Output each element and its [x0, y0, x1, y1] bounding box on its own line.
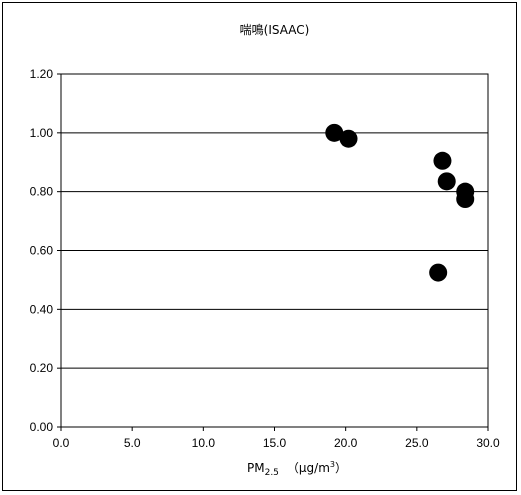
- y-tick-label: 0.80: [30, 185, 54, 199]
- data-point: [437, 172, 456, 191]
- x-axis-label-unit-suffix: ）: [335, 461, 347, 475]
- x-tick-label: 0.0: [53, 436, 70, 450]
- chart-title: 喘鳴(ISAAC): [240, 23, 310, 37]
- x-axis-label-subscript: 2.5: [265, 468, 279, 478]
- x-tick-label: 25.0: [405, 436, 429, 450]
- x-axis-label: PM2.5 （μg/m3）: [247, 460, 347, 478]
- y-tick-label: 0.00: [30, 420, 54, 434]
- y-tick-label: 0.60: [30, 244, 54, 258]
- data-point: [429, 263, 448, 282]
- y-tick-label: 0.20: [30, 361, 54, 375]
- data-point: [456, 190, 475, 209]
- x-tick-label: 10.0: [192, 436, 216, 450]
- x-axis-ticks: 0.0 5.0 10.0 15.0 20.0 25.0 30.0: [53, 427, 500, 450]
- gridlines: [61, 132, 488, 369]
- data-points: [325, 123, 475, 282]
- y-axis-ticks: 0.00 0.20 0.40 0.60 0.80 1.00 1.20: [30, 67, 61, 434]
- y-tick-label: 1.20: [30, 67, 54, 81]
- x-tick-label: 30.0: [476, 436, 500, 450]
- data-point: [325, 123, 344, 142]
- chart-frame: [2, 2, 517, 491]
- x-axis-label-main: PM: [247, 461, 265, 475]
- y-tick-label: 1.00: [30, 126, 54, 140]
- x-tick-label: 5.0: [124, 436, 141, 450]
- x-axis-label-superscript: 3: [330, 460, 335, 469]
- y-tick-label: 0.40: [30, 302, 54, 316]
- data-point: [433, 151, 452, 170]
- data-point: [339, 129, 358, 148]
- x-tick-label: 15.0: [263, 436, 287, 450]
- x-axis-label-unit: （μg/m: [287, 461, 330, 475]
- x-tick-label: 20.0: [334, 436, 358, 450]
